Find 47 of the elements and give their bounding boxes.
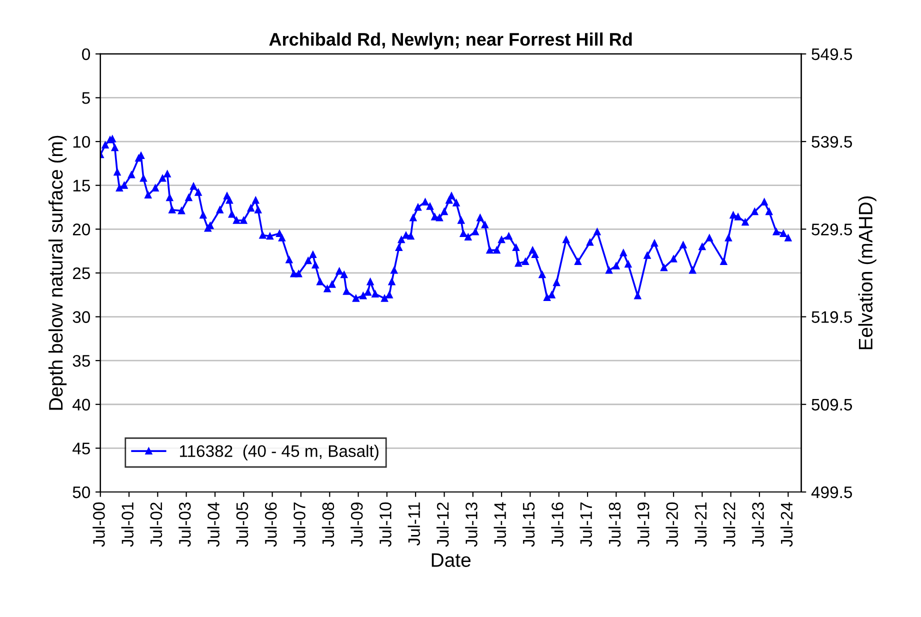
x-tick-label: Jul-03 (178, 502, 191, 547)
x-tick-label: Jul-08 (322, 502, 334, 547)
x-tick-label: Jul-17 (580, 502, 592, 547)
x-tick-label: Jul-15 (522, 502, 535, 547)
x-tick-label: Jul-19 (637, 502, 650, 547)
x-tick-label: Jul-09 (350, 502, 363, 547)
x-tick-label: Jul-13 (465, 502, 478, 547)
x-tick-label: Jul-18 (608, 502, 621, 547)
x-tick-label: Jul-07 (293, 502, 306, 547)
y2-tick-label: 549.5 (812, 48, 852, 60)
y-tick-label: 15 (73, 180, 90, 192)
y-tick-label: 40 (72, 398, 90, 411)
y-tick-label: 20 (72, 224, 90, 236)
x-tick-label: Jul-24 (780, 502, 793, 547)
x-tick-label: Jul-06 (264, 502, 277, 547)
y-tick-label: 50 (72, 486, 90, 498)
y2-tick-label: 519.5 (812, 311, 852, 323)
y-tick-label: 35 (72, 354, 90, 367)
chart-title: Archibald Rd, Newlyn; near Forrest Hill Rd (269, 32, 632, 50)
y2-tick-label: 499.5 (811, 486, 852, 498)
x-tick-label: Jul-22 (723, 502, 736, 547)
x-tick-label: Jul-21 (694, 502, 707, 547)
y2-axis-title: Eelvation (mAHD) (858, 196, 876, 350)
x-tick-label: Jul-05 (236, 502, 248, 547)
y-tick-label: 25 (72, 267, 90, 280)
y-tick-label: 30 (72, 311, 90, 323)
y-tick-label: 0 (82, 48, 90, 60)
y-tick-label: 45 (72, 442, 90, 454)
y2-tick-label: 509.5 (812, 398, 852, 411)
x-tick-label: Jul-11 (408, 502, 420, 546)
y2-tick-label: 529.5 (812, 224, 852, 236)
y-axis-title: Depth below natural surface (m) (48, 136, 67, 410)
x-tick-label: Jul-00 (92, 502, 105, 547)
x-tick-label: Jul-16 (551, 502, 564, 547)
x-tick-label: Jul-02 (150, 502, 162, 547)
legend-label: 116382 (40 - 45 m, Basalt) (180, 444, 378, 460)
x-tick-label: Jul-10 (379, 502, 392, 547)
y-tick-label: 5 (82, 92, 90, 104)
x-tick-label: Jul-14 (494, 502, 506, 547)
x-tick-label: Jul-20 (666, 502, 678, 547)
x-tick-label: Jul-23 (752, 502, 764, 547)
y-tick-label: 10 (73, 136, 90, 148)
x-axis-title: Date (432, 553, 471, 567)
y2-tick-label: 539.5 (812, 136, 852, 148)
x-tick-label: Jul-12 (436, 502, 449, 547)
x-tick-label: Jul-04 (207, 502, 220, 547)
x-tick-label: Jul-01 (121, 502, 134, 547)
